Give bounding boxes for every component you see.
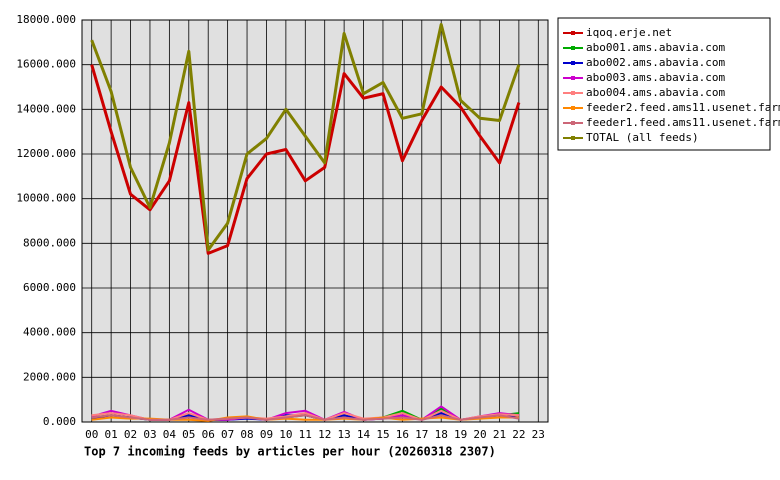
legend-label: feeder2.feed.ams11.usenet.farm — [586, 101, 780, 114]
series-line — [90, 23, 521, 252]
legend-label: abo003.ams.abavia.com — [586, 71, 725, 84]
x-tick-label: 23 — [532, 428, 545, 441]
series-line — [91, 414, 520, 421]
legend-label: TOTAL (all feeds) — [586, 131, 699, 144]
x-tick-label: 05 — [182, 428, 195, 441]
x-tick-label: 11 — [299, 428, 312, 441]
x-tick-label: 14 — [357, 428, 371, 441]
x-tick-label: 00 — [85, 428, 98, 441]
y-tick-label: 6000.000 — [23, 281, 76, 294]
x-tick-label: 21 — [493, 428, 506, 441]
legend-marker — [571, 121, 575, 125]
y-tick-label: 4000.000 — [23, 326, 76, 339]
x-tick-label: 04 — [163, 428, 177, 441]
x-tick-label: 08 — [240, 428, 253, 441]
legend-label: abo002.ams.abavia.com — [586, 56, 725, 69]
x-tick-label: 06 — [202, 428, 215, 441]
x-tick-label: 03 — [143, 428, 156, 441]
plot-area — [81, 19, 549, 423]
x-tick-label: 15 — [376, 428, 389, 441]
legend-label: abo001.ams.abavia.com — [586, 41, 725, 54]
x-tick-label: 12 — [318, 428, 331, 441]
series-line — [90, 64, 521, 255]
legend-marker — [571, 46, 575, 50]
legend-marker — [571, 91, 575, 95]
legend-label: feeder1.feed.ams11.usenet.farm — [586, 116, 780, 129]
x-tick-label: 19 — [454, 428, 467, 441]
x-tick-label: 16 — [396, 428, 409, 441]
x-tick-label: 13 — [338, 428, 351, 441]
y-tick-label: 14000.000 — [16, 102, 76, 115]
x-tick-label: 20 — [473, 428, 486, 441]
y-tick-label: 16000.000 — [16, 58, 76, 71]
x-tick-label: 18 — [435, 428, 448, 441]
legend-marker — [571, 76, 575, 80]
legend-marker — [571, 61, 575, 65]
x-tick-label: 07 — [221, 428, 234, 441]
legend-marker — [571, 136, 575, 140]
y-tick-label: 12000.000 — [16, 147, 76, 160]
legend-box — [557, 17, 771, 151]
x-tick-label: 02 — [124, 428, 137, 441]
y-tick-label: 8000.000 — [23, 236, 76, 249]
y-tick-label: 10000.000 — [16, 192, 76, 205]
legend-marker — [571, 31, 575, 35]
x-tick-label: 22 — [512, 428, 525, 441]
chart-title: Top 7 incoming feeds by articles per hou… — [84, 445, 496, 459]
x-tick-label: 10 — [279, 428, 292, 441]
legend-label: abo004.ams.abavia.com — [586, 86, 725, 99]
x-tick-label: 17 — [415, 428, 428, 441]
y-tick-label: 0.000 — [43, 415, 76, 428]
y-tick-label: 2000.000 — [23, 370, 76, 383]
legend-label: iqoq.erje.net — [586, 26, 672, 39]
x-tick-label: 09 — [260, 428, 273, 441]
y-tick-label: 18000.000 — [16, 13, 76, 26]
x-tick-label: 01 — [105, 428, 118, 441]
legend-marker — [571, 106, 575, 110]
